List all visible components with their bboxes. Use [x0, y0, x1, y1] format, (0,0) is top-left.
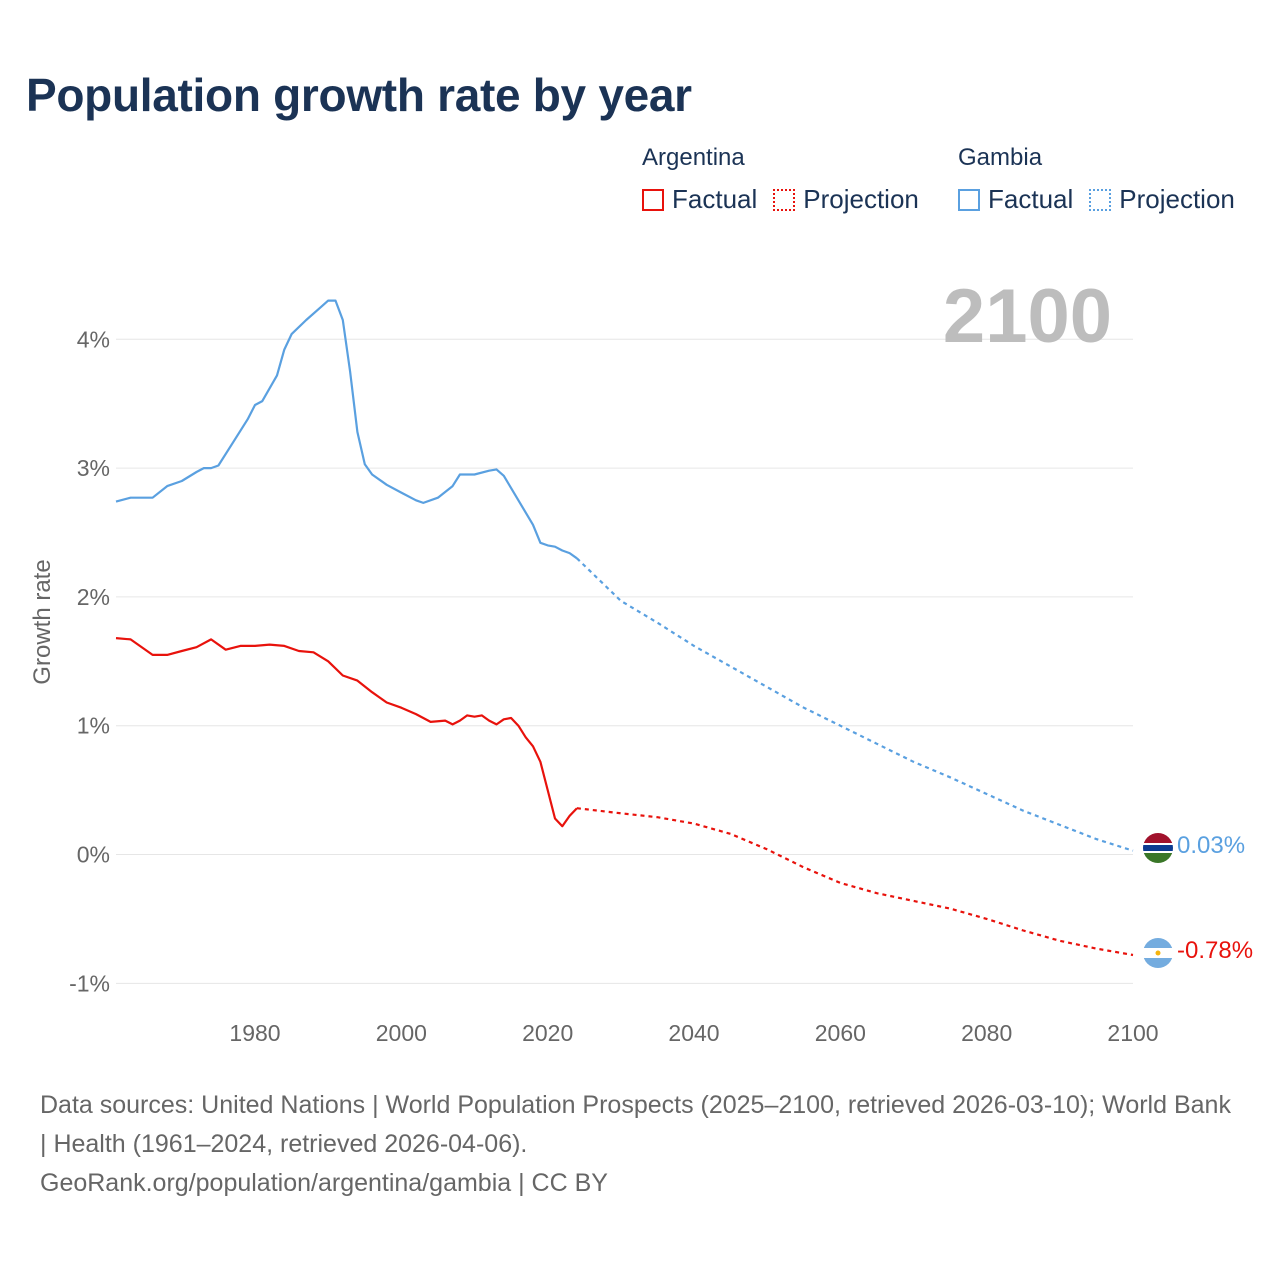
legend-label: Projection [1119, 184, 1235, 214]
y-axis-label: Growth rate [29, 559, 56, 684]
gambia-end-label: 0.03% [1177, 832, 1245, 859]
sources-footer: Data sources: United Nations | World Pop… [40, 1086, 1240, 1203]
x-tick-label: 2080 [961, 1020, 1012, 1046]
chart-title: Population growth rate by year [26, 69, 692, 121]
legend-group-argentina: Argentina Factual Projection [642, 144, 919, 215]
x-tick-label: 2040 [668, 1020, 719, 1046]
legend-argentina-projection[interactable]: Projection [773, 184, 919, 215]
legend-gambia-projection[interactable]: Projection [1089, 184, 1235, 215]
gambia-flag-icon [1143, 833, 1173, 863]
legend-swatch-solid [642, 188, 664, 211]
x-tick-label: 2100 [1107, 1020, 1158, 1046]
credit-text[interactable]: GeoRank.org/population/argentina/gambia … [40, 1169, 608, 1197]
y-tick-label: 3% [77, 455, 110, 481]
y-tick-label: 0% [77, 842, 110, 868]
legend-label: Projection [803, 184, 919, 214]
legend-label: Factual [672, 184, 758, 214]
y-tick-label: 1% [77, 713, 110, 739]
x-tick-label: 2060 [815, 1020, 866, 1046]
legend-group-gambia: Gambia Factual Projection [958, 144, 1235, 215]
legend-argentina-factual[interactable]: Factual [642, 184, 757, 215]
legend-label: Factual [988, 184, 1074, 214]
argentina-factual-line [115, 637, 578, 828]
legend-swatch-solid [958, 188, 980, 211]
x-tick-label: 2020 [522, 1020, 573, 1046]
legend-gambia-factual[interactable]: Factual [958, 184, 1073, 215]
data-sources-text: Data sources: United Nations | World Pop… [40, 1091, 1231, 1158]
year-display: 2100 [943, 274, 1112, 359]
y-tick-label: 4% [77, 326, 110, 352]
legend-country-gambia: Gambia [958, 144, 1043, 171]
gambia-factual-line [115, 299, 578, 560]
x-tick-label: 2000 [376, 1020, 427, 1046]
argentina-projection-line [576, 807, 1134, 957]
argentina-end-label: -0.78% [1177, 937, 1253, 964]
y-tick-label: 2% [77, 584, 110, 610]
y-tick-label: -1% [69, 970, 110, 996]
gambia-projection-line [576, 557, 1134, 852]
x-tick-label: 1980 [229, 1020, 280, 1046]
legend-swatch-dotted [773, 188, 796, 211]
legend-swatch-dotted [1089, 188, 1112, 211]
legend-country-argentina: Argentina [642, 144, 745, 171]
argentina-flag-icon [1143, 938, 1173, 968]
